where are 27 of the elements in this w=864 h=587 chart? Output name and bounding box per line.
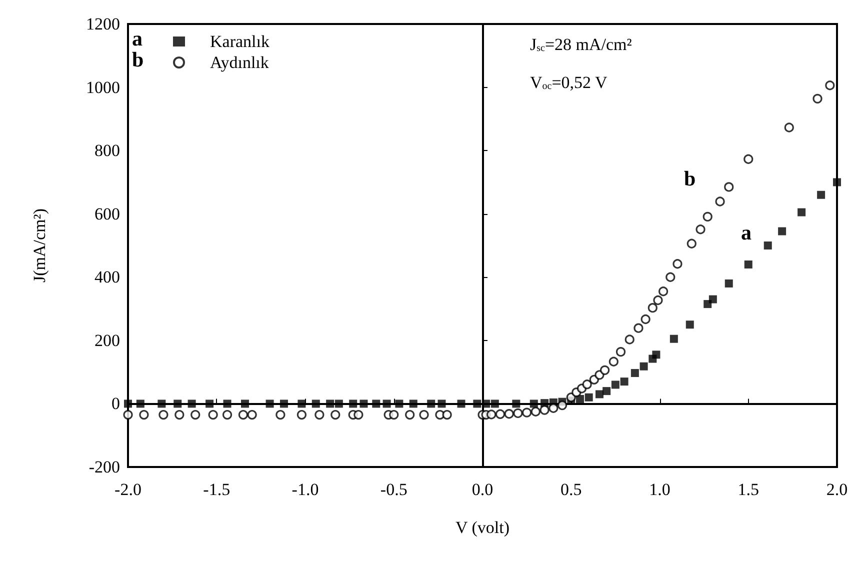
y-tick-label: 1000 bbox=[86, 78, 120, 97]
y-tick-label: 1200 bbox=[86, 14, 120, 34]
x-tick-label: 2.0 bbox=[826, 480, 848, 499]
x-tick-label: 0.5 bbox=[560, 480, 582, 499]
y-tick-label: 400 bbox=[94, 268, 120, 287]
legend-label: Aydınlık bbox=[210, 53, 270, 72]
x-axis-title: V (volt) bbox=[456, 518, 510, 537]
annotation: Voc=0,52 V bbox=[530, 73, 608, 92]
y-axis-title: J(mA/cm²) bbox=[30, 208, 49, 283]
y-tick-label: 800 bbox=[94, 141, 120, 160]
x-tick-label: 1.5 bbox=[738, 480, 759, 499]
x-tick-label: -1.0 bbox=[292, 480, 319, 499]
annotation: b bbox=[684, 166, 696, 190]
annotation: b bbox=[132, 48, 144, 72]
y-tick-label: 600 bbox=[94, 204, 120, 224]
annotation: Jsc=28 mA/cm² bbox=[530, 35, 632, 54]
y-tick-label: 0 bbox=[112, 394, 120, 414]
x-tick-label: 0.0 bbox=[472, 480, 494, 499]
legend-label: Karanlık bbox=[210, 32, 270, 51]
y-tick-label: 200 bbox=[94, 330, 120, 350]
x-tick-label: -2.0 bbox=[114, 480, 142, 499]
annotation: a bbox=[132, 26, 143, 50]
annotation: a bbox=[741, 220, 752, 244]
x-tick-label: -1.5 bbox=[203, 480, 230, 499]
y-tick-label: -200 bbox=[88, 458, 120, 476]
x-tick-label: 1.0 bbox=[649, 480, 670, 499]
x-tick-label: -0.5 bbox=[380, 480, 408, 499]
